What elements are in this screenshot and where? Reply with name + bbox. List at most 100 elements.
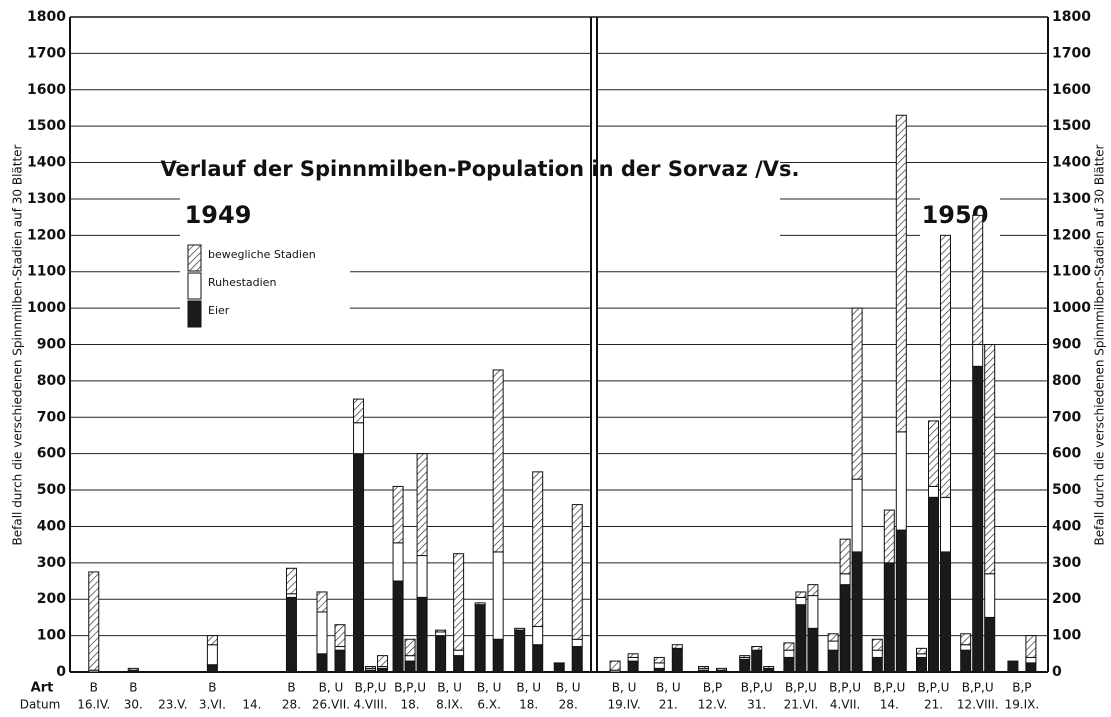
bar-segment xyxy=(807,584,819,597)
bar-segment xyxy=(474,604,486,673)
y-tick-label: 800 xyxy=(37,373,66,389)
art-label: B xyxy=(287,681,295,695)
art-label: B, U xyxy=(516,681,541,695)
date-label: 8.IX. xyxy=(436,698,463,712)
bar-segment xyxy=(1025,656,1037,664)
row-label: Art xyxy=(31,681,54,696)
y-tick-label: 300 xyxy=(1052,555,1081,571)
y-tick-label: 700 xyxy=(1052,409,1081,425)
date-label: 18. xyxy=(519,698,538,712)
bar-segment xyxy=(795,604,807,673)
bar-segment xyxy=(984,616,996,673)
art-label: B, U xyxy=(437,681,462,695)
art-label: B, U xyxy=(319,681,344,695)
y-tick-label: 200 xyxy=(37,591,66,607)
bar-segment xyxy=(353,422,365,455)
bar-segment xyxy=(883,562,895,673)
bar-segment xyxy=(960,633,972,646)
bar-segment xyxy=(871,638,883,651)
bar-segment xyxy=(895,529,907,673)
bar-segment xyxy=(285,567,297,595)
bar-segment xyxy=(871,649,883,658)
art-label: B,P,U xyxy=(829,681,861,695)
bar-segment xyxy=(492,638,504,673)
date-label: 6.X. xyxy=(477,698,500,712)
y-tick-label: 1400 xyxy=(27,155,66,171)
bar-segment xyxy=(895,431,907,531)
date-label: 31. xyxy=(747,698,766,712)
art-label: B,P,U xyxy=(873,681,905,695)
y-tick-label: 1400 xyxy=(1052,155,1091,171)
bar-segment xyxy=(1025,662,1037,673)
bar-segment xyxy=(416,596,428,673)
bar-segment xyxy=(206,635,218,646)
y-tick-label: 0 xyxy=(1052,664,1062,680)
bar-segment xyxy=(334,649,346,673)
bar-segment xyxy=(316,611,328,655)
bar-segment xyxy=(435,631,447,637)
art-label: B,P,U xyxy=(394,681,426,695)
y-tick-label: 700 xyxy=(37,409,66,425)
bar-segment xyxy=(492,369,504,553)
art-label: B,P,U xyxy=(962,681,994,695)
bar-segment xyxy=(783,649,795,658)
bar-segment xyxy=(377,655,389,668)
y-tick-label: 800 xyxy=(1052,373,1081,389)
bar-segment xyxy=(514,629,526,673)
bar-segment xyxy=(127,667,139,671)
bar-segment xyxy=(627,656,639,662)
bar-segment xyxy=(404,660,416,673)
y-tick-label: 1800 xyxy=(1052,9,1091,25)
bar-segment xyxy=(653,662,665,669)
bar-segment xyxy=(839,538,851,575)
bar-segment xyxy=(571,638,583,648)
date-label: 3.VI. xyxy=(199,698,226,712)
y-tick-label: 1700 xyxy=(1052,45,1091,61)
bar-segment xyxy=(627,653,639,658)
y-tick-label: 600 xyxy=(37,446,66,462)
art-label: B,P xyxy=(1012,681,1031,695)
y-tick-label: 1100 xyxy=(27,264,66,280)
art-label: B, U xyxy=(656,681,681,695)
art-label: B xyxy=(129,681,137,695)
art-label: B, U xyxy=(556,681,581,695)
y-tick-label: 1300 xyxy=(1052,191,1091,207)
chart-title: Verlauf der Spinnmilben-Population in de… xyxy=(160,157,799,181)
art-label: B,P xyxy=(703,681,722,695)
bar-segment xyxy=(404,655,416,662)
bar-segment xyxy=(353,398,365,424)
bar-segment xyxy=(532,644,544,673)
bar-segment xyxy=(763,666,775,669)
bar-segment xyxy=(827,640,839,651)
bar-segment xyxy=(783,656,795,673)
bar-segment xyxy=(1007,660,1019,673)
bar-segment xyxy=(839,584,851,673)
legend-swatch xyxy=(187,244,202,272)
date-label: 4.VIII. xyxy=(353,698,387,712)
y-tick-label: 0 xyxy=(56,664,66,680)
bar-segment xyxy=(416,555,428,598)
bar-segment xyxy=(653,667,665,673)
legend-backdrop xyxy=(180,238,350,338)
bar-segment xyxy=(751,646,763,651)
bar-segment xyxy=(739,658,751,673)
date-label: 19.IX. xyxy=(1005,698,1040,712)
bar-segment xyxy=(671,644,683,649)
y-tick-label: 400 xyxy=(37,518,66,534)
art-label: B,P,U xyxy=(741,681,773,695)
bar-segment xyxy=(404,638,416,657)
art-label: B xyxy=(208,681,216,695)
bar-segment xyxy=(571,646,583,673)
date-label: 19.IV. xyxy=(608,698,641,712)
y-tick-label: 600 xyxy=(1052,446,1081,462)
bar-segment xyxy=(392,485,404,544)
y-tick-label: 1500 xyxy=(1052,118,1091,134)
bar-segment xyxy=(334,624,346,648)
bar-segment xyxy=(365,666,377,669)
bar-segment xyxy=(514,627,526,631)
bar-segment xyxy=(827,649,839,673)
bar-segment xyxy=(435,629,447,633)
bar-segment xyxy=(851,478,863,553)
y-tick-label: 400 xyxy=(1052,518,1081,534)
bar-segment xyxy=(960,649,972,673)
